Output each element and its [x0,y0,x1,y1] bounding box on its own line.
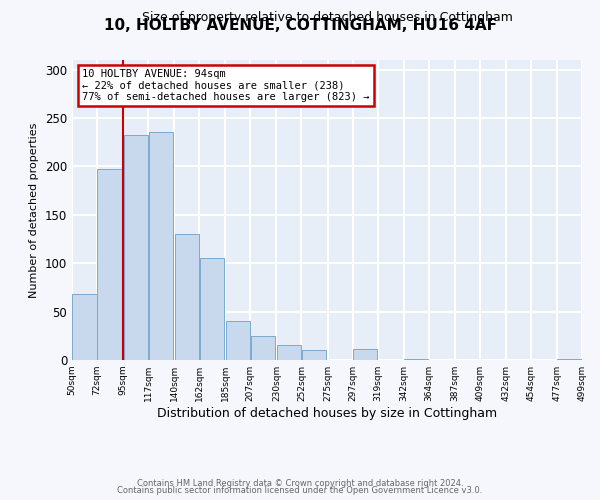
X-axis label: Distribution of detached houses by size in Cottingham: Distribution of detached houses by size … [157,407,497,420]
Bar [175,234,199,360]
Y-axis label: Number of detached properties: Number of detached properties [29,122,40,298]
Bar [200,258,224,360]
Bar [277,346,301,360]
Bar [124,136,148,360]
Bar [557,359,581,360]
Bar [97,170,122,360]
Title: Size of property relative to detached houses in Cottingham: Size of property relative to detached ho… [142,11,512,24]
Bar [73,294,97,360]
Text: 10 HOLTBY AVENUE: 94sqm
← 22% of detached houses are smaller (238)
77% of semi-d: 10 HOLTBY AVENUE: 94sqm ← 22% of detache… [82,69,370,102]
Bar [302,350,326,360]
Text: 10, HOLTBY AVENUE, COTTINGHAM, HU16 4AF: 10, HOLTBY AVENUE, COTTINGHAM, HU16 4AF [104,18,497,32]
Text: Contains public sector information licensed under the Open Government Licence v3: Contains public sector information licen… [118,486,482,495]
Bar [404,359,428,360]
Bar [149,132,173,360]
Bar [353,350,377,360]
Bar [226,322,250,360]
Text: Contains HM Land Registry data © Crown copyright and database right 2024.: Contains HM Land Registry data © Crown c… [137,478,463,488]
Bar [251,336,275,360]
